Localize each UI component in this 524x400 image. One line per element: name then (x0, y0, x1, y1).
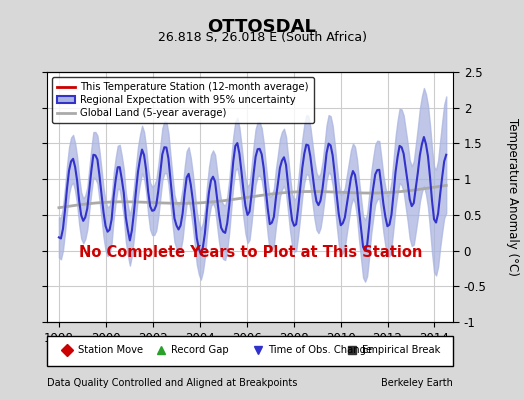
Y-axis label: Temperature Anomaly (°C): Temperature Anomaly (°C) (506, 118, 519, 276)
Text: Berkeley Earth: Berkeley Earth (381, 378, 453, 388)
Text: Empirical Break: Empirical Break (362, 345, 440, 355)
FancyBboxPatch shape (47, 336, 453, 366)
Text: 26.818 S, 26.018 E (South Africa): 26.818 S, 26.018 E (South Africa) (158, 31, 366, 44)
Text: Station Move: Station Move (78, 345, 143, 355)
Text: OTTOSDAL: OTTOSDAL (208, 18, 316, 36)
Text: No Complete Years to Plot at This Station: No Complete Years to Plot at This Statio… (79, 244, 422, 260)
Text: Data Quality Controlled and Aligned at Breakpoints: Data Quality Controlled and Aligned at B… (47, 378, 298, 388)
Legend: This Temperature Station (12-month average), Regional Expectation with 95% uncer: This Temperature Station (12-month avera… (52, 77, 314, 123)
Text: Time of Obs. Change: Time of Obs. Change (268, 345, 373, 355)
Text: Record Gap: Record Gap (171, 345, 228, 355)
